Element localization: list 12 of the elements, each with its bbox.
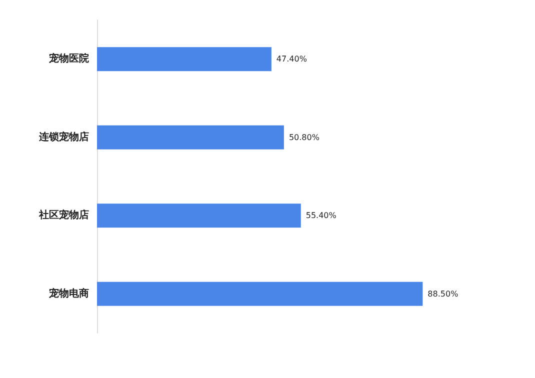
y-tick-label: 连锁宠物店	[38, 130, 89, 143]
data-label: 55.40%	[306, 211, 337, 220]
bar	[97, 47, 272, 72]
data-label: 47.40%	[276, 54, 308, 64]
bar	[97, 204, 301, 228]
y-tick-label: 宠物医院	[48, 52, 89, 65]
y-tick-label: 宠物电商	[48, 287, 89, 300]
data-label: 50.80%	[288, 132, 320, 142]
bar	[97, 282, 423, 306]
bar	[97, 125, 284, 150]
data-label: 88.50%	[428, 289, 459, 298]
y-tick-label: 社区宠物店	[38, 209, 89, 222]
